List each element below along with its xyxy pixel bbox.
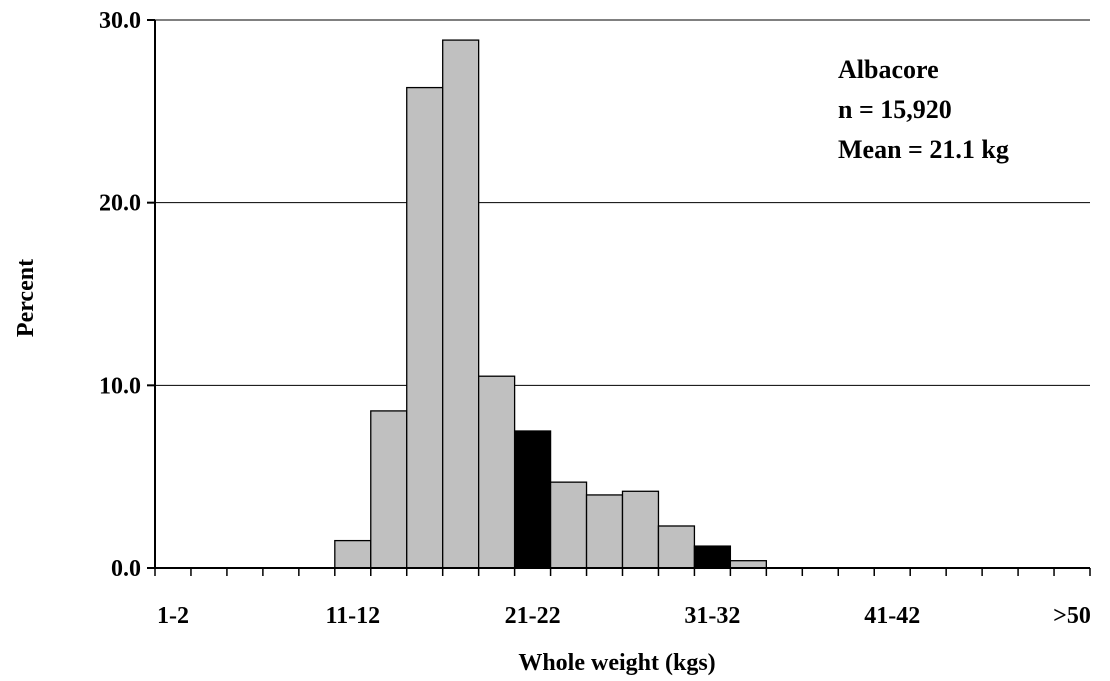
y-tick-label-20.0: 20.0 [99, 191, 141, 217]
bar-33-34 [729, 560, 767, 569]
y-axis-title: Percent [13, 259, 39, 337]
annotation-species: Albacore [838, 55, 939, 84]
x-tick-label-1-2: 1-2 [157, 603, 189, 629]
axes [147, 19, 1091, 576]
bar-21-22 [513, 430, 552, 569]
bar-15-16 [406, 86, 444, 569]
bar-19-20 [478, 375, 516, 569]
bar-23-24 [549, 481, 588, 569]
bar-25-26 [585, 494, 624, 569]
x-tick-label-11-12: 11-12 [325, 603, 380, 629]
y-tick-labels: 0.0 10.0 20.0 30.0 [99, 8, 141, 582]
bar-13-14 [370, 410, 408, 569]
y-tick-label-30.0: 30.0 [99, 8, 141, 34]
annotation-count: n = 15,920 [838, 95, 952, 124]
y-tick-label-0.0: 0.0 [111, 556, 141, 582]
x-tick-label-31-32: 31-32 [684, 603, 740, 629]
x-tick-label->50: >50 [1053, 603, 1091, 629]
y-tick-label-10.0: 10.0 [99, 373, 141, 399]
x-tick-label-21-22: 21-22 [505, 603, 561, 629]
bars [334, 39, 767, 569]
annotation-mean: Mean = 21.1 kg [838, 135, 1009, 164]
bar-31-32 [693, 545, 732, 569]
bar-11-12 [334, 539, 372, 569]
x-tick-label-41-42: 41-42 [864, 603, 920, 629]
x-tick-labels: 1-2 11-12 21-22 31-32 41-42 >50 [157, 603, 1091, 629]
bar-17-18 [442, 39, 480, 569]
bar-29-30 [657, 525, 696, 569]
gridlines [155, 19, 1090, 386]
bar-27-28 [621, 490, 660, 569]
x-axis-title: Whole weight (kgs) [518, 650, 715, 676]
